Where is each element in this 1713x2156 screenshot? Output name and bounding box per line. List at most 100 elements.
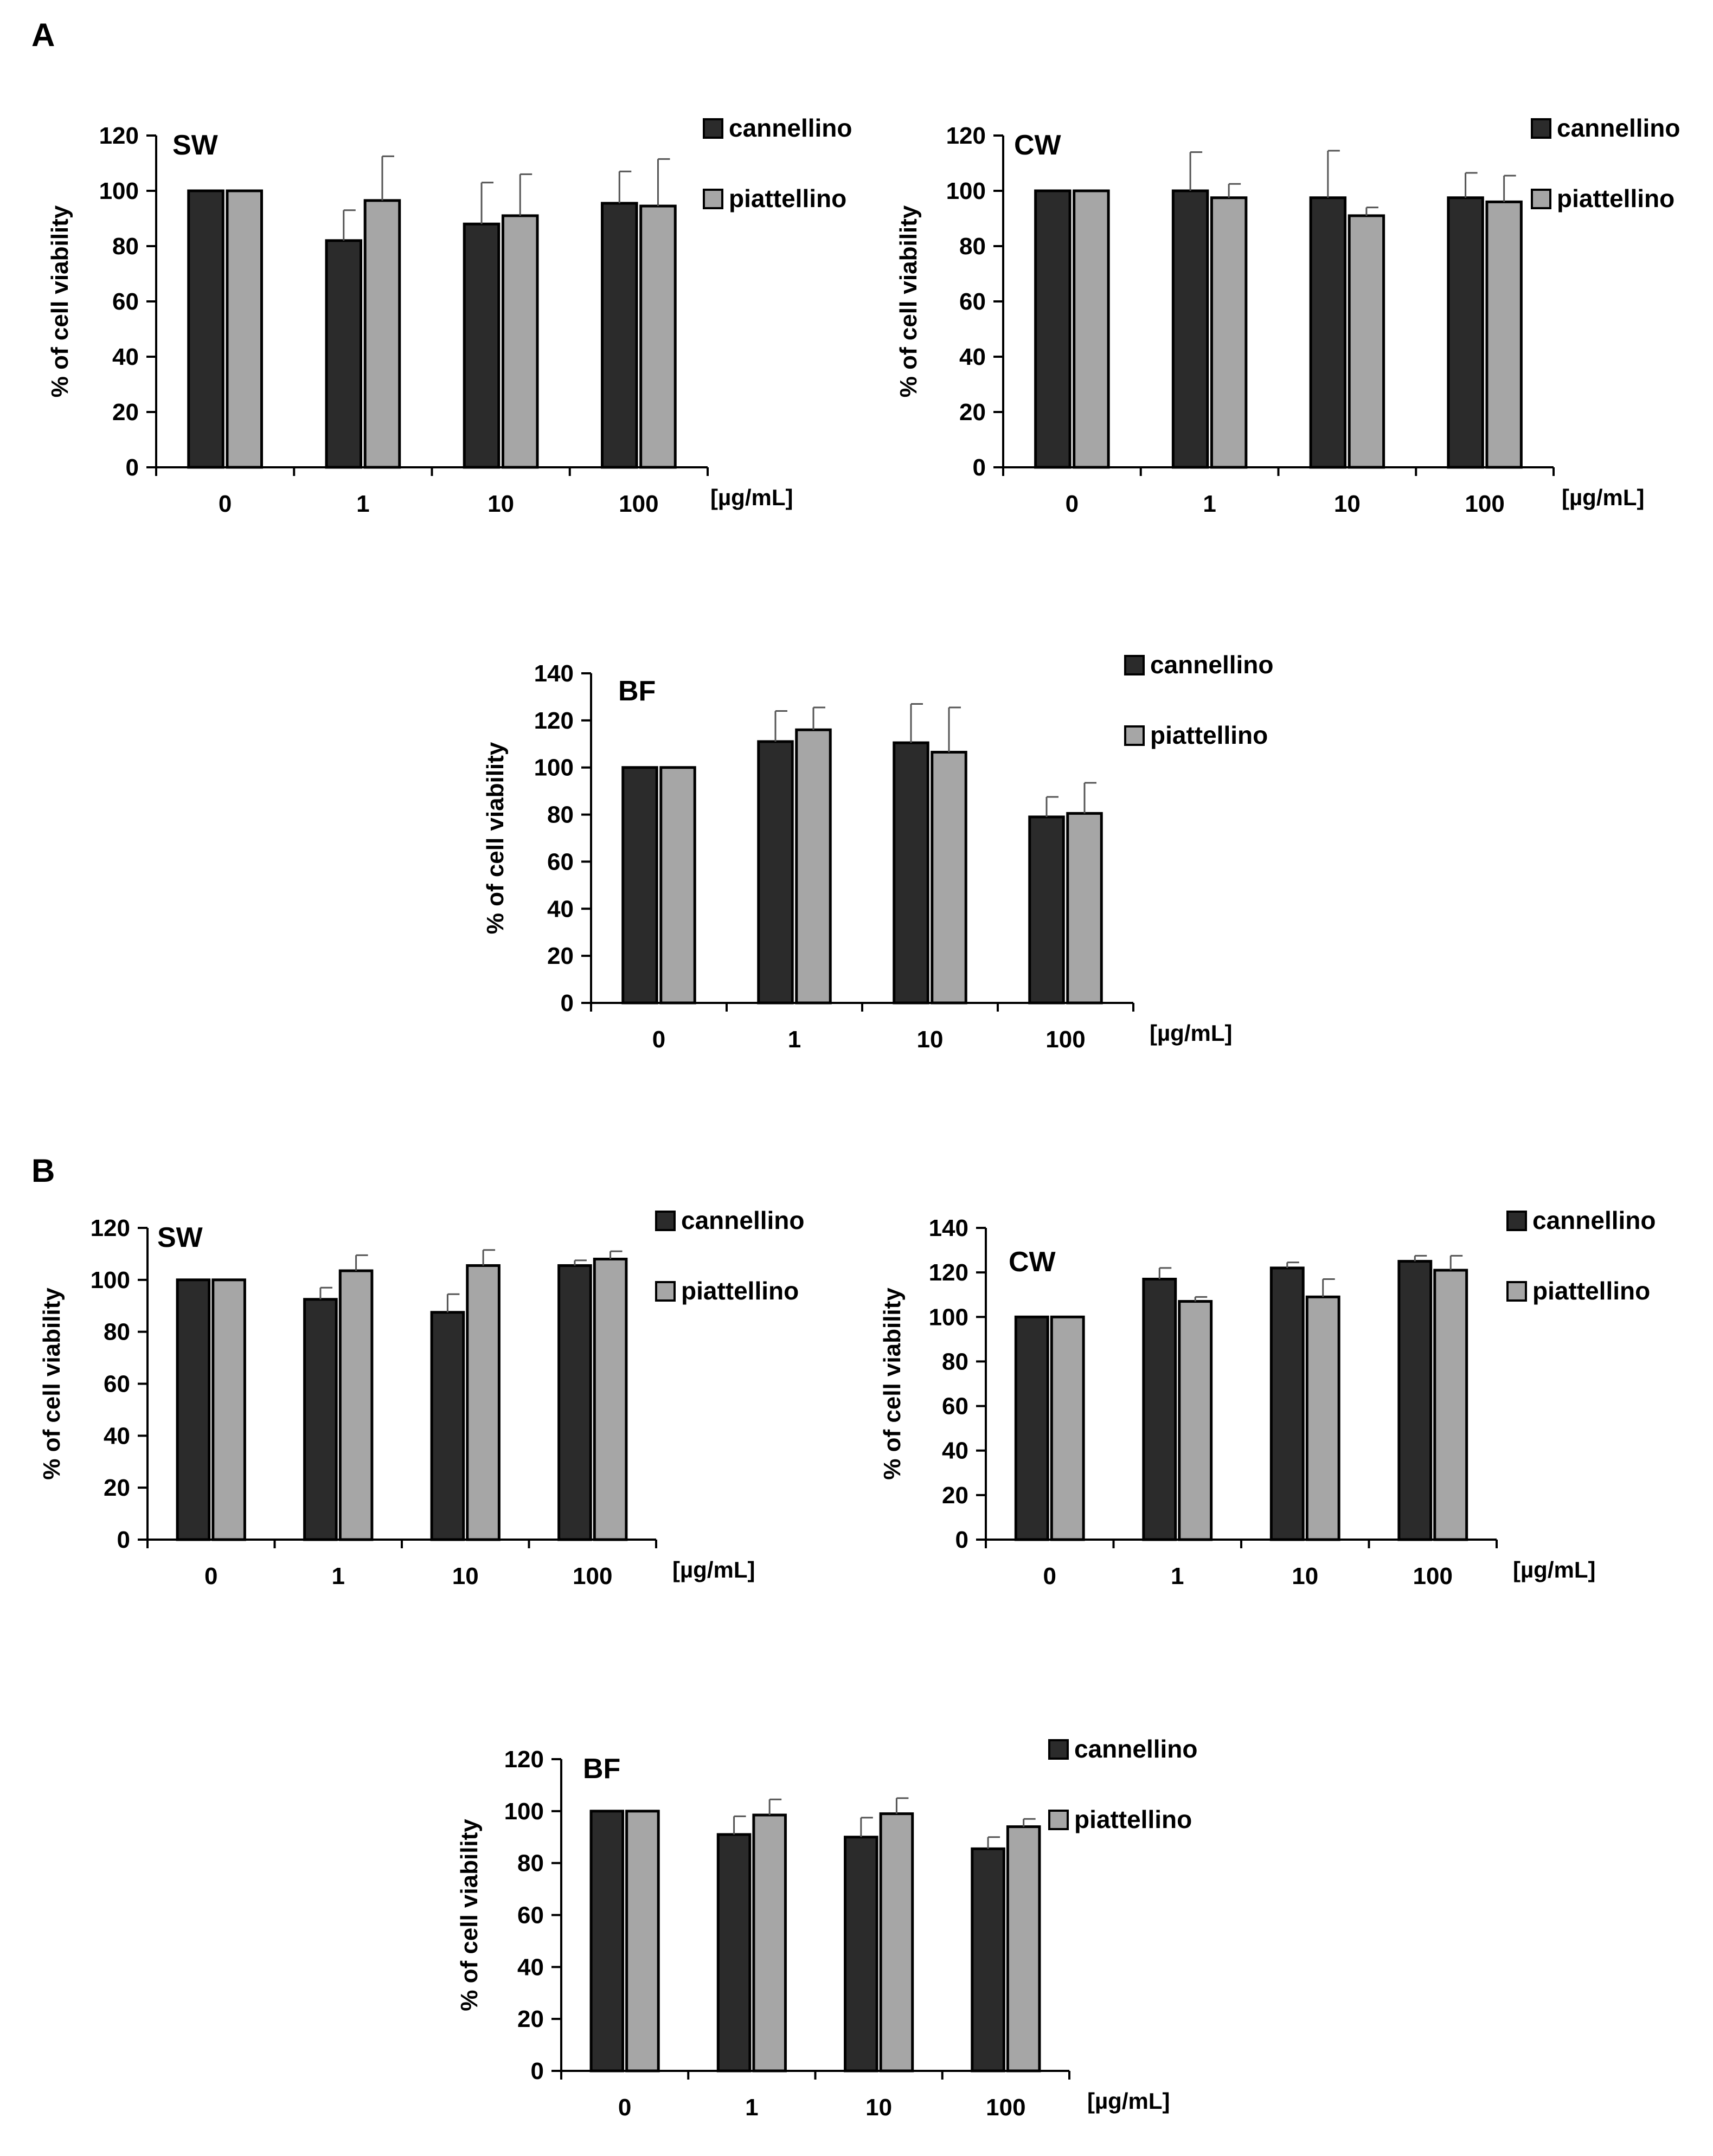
y-tick-label: 120 [929,1259,968,1286]
legend-swatch-cannellino [655,1211,676,1231]
bar-piattellino [659,766,696,1005]
y-axis-title: % of cell viability [456,1819,483,2011]
legend-label-cannellino: cannellino [681,1206,804,1234]
y-tick-label: 100 [99,178,139,204]
y-tick-label: 20 [112,399,139,426]
x-tick-label: 0 [204,1563,217,1589]
legend-label-cannellino: cannellino [1557,114,1680,142]
bar-cannellino [1269,1266,1305,1541]
y-tick-label: 60 [942,1393,968,1420]
y-tick-label: 120 [504,1746,544,1773]
y-tick-label: 100 [929,1304,968,1330]
panel-label-b: B [31,1153,55,1189]
x-tick-label: 100 [986,2094,1025,2121]
y-tick-label: 60 [104,1371,130,1398]
bar-piattellino [639,204,677,469]
y-tick-label: 0 [561,990,574,1016]
y-tick-label: 20 [959,399,986,426]
bar-cannellino [303,1298,338,1541]
x-tick-label: 1 [745,2094,758,2121]
x-tick-label: 100 [1045,1026,1085,1053]
legend-swatch-piattellino [655,1281,676,1302]
y-tick-label: 100 [504,1798,544,1825]
chart-title: CW [1014,130,1062,161]
bar-piattellino [1006,1825,1041,2073]
x-tick-label: 1 [1203,491,1216,517]
x-tick-label: 1 [788,1026,801,1053]
legend-label-piattellino: piattellino [1532,1277,1650,1305]
y-tick-label: 80 [942,1348,968,1375]
x-tick-label: 100 [573,1563,612,1589]
y-tick-label: 100 [534,755,574,781]
legend-swatch-piattellino [1531,189,1551,209]
bar-cannellino [600,202,638,469]
chart-title: BF [583,1753,620,1785]
bar-piattellino [1050,1315,1085,1541]
bar-piattellino [226,189,264,469]
legend-label-piattellino: piattellino [1074,1805,1192,1833]
x-tick-label: 1 [332,1563,345,1589]
legend-swatch-piattellino [703,189,723,209]
bar-cannellino [1397,1260,1433,1541]
x-tick-label: 0 [618,2094,631,2121]
x-tick-label: 10 [487,491,514,517]
y-tick-label: 0 [955,1527,968,1553]
x-axis-unit-label: [µg/mL] [710,485,793,510]
bar-piattellino [1485,200,1523,469]
x-axis-unit-label: [µg/mL] [1087,2088,1170,2114]
y-tick-label: 80 [104,1319,130,1346]
chart-title: SW [172,130,219,161]
y-axis-title: % of cell viability [879,1288,906,1480]
bar-cannellino [557,1264,592,1541]
x-axis-unit-label: [µg/mL] [1562,485,1645,510]
legend-label-piattellino: piattellino [1150,721,1268,749]
y-tick-label: 40 [547,896,574,922]
legend-label-piattellino: piattellino [1557,184,1674,213]
y-tick-label: 100 [946,178,986,204]
legend-label-piattellino: piattellino [729,184,846,213]
y-tick-label: 20 [517,2006,544,2032]
y-tick-label: 60 [959,288,986,315]
x-tick-label: 100 [619,491,658,517]
legend-swatch-piattellino [1124,725,1145,746]
legend-swatch-piattellino [1048,1810,1069,1830]
y-tick-label: 140 [534,660,574,687]
y-tick-label: 80 [112,233,139,260]
x-tick-label: 0 [652,1026,665,1053]
chart-title: SW [157,1222,203,1253]
legend-label-piattellino: piattellino [681,1277,799,1305]
y-tick-label: 40 [517,1954,544,1980]
y-tick-label: 0 [531,2058,544,2084]
bar-piattellino [1066,812,1103,1005]
bar-cannellino [971,1847,1005,2073]
bar-cannellino [187,189,224,469]
bar-piattellino [1305,1295,1340,1541]
legend-swatch-cannellino [1531,118,1551,139]
bar-cannellino [1014,1315,1049,1541]
y-tick-label: 60 [112,288,139,315]
bar-piattellino [1073,189,1110,469]
bar-piattellino [593,1258,628,1541]
x-tick-label: 100 [1413,1563,1453,1589]
x-tick-label: 100 [1465,491,1504,517]
bar-piattellino [501,214,539,469]
bar-piattellino [795,728,832,1005]
bar-cannellino [1309,196,1347,469]
bar-cannellino [1171,189,1209,469]
x-axis-unit-label: [µg/mL] [1513,1557,1596,1582]
y-tick-label: 80 [959,233,986,260]
y-axis-title: % of cell viability [39,1288,65,1480]
bar-piattellino [1178,1300,1213,1541]
y-tick-label: 120 [91,1215,130,1241]
x-axis-unit-label: [µg/mL] [672,1557,755,1582]
y-tick-label: 20 [104,1475,130,1501]
legend-swatch-piattellino [1506,1281,1527,1302]
bar-cannellino [757,740,794,1005]
chart-title: CW [1009,1246,1056,1278]
y-tick-label: 0 [126,454,139,481]
y-tick-label: 40 [959,344,986,370]
